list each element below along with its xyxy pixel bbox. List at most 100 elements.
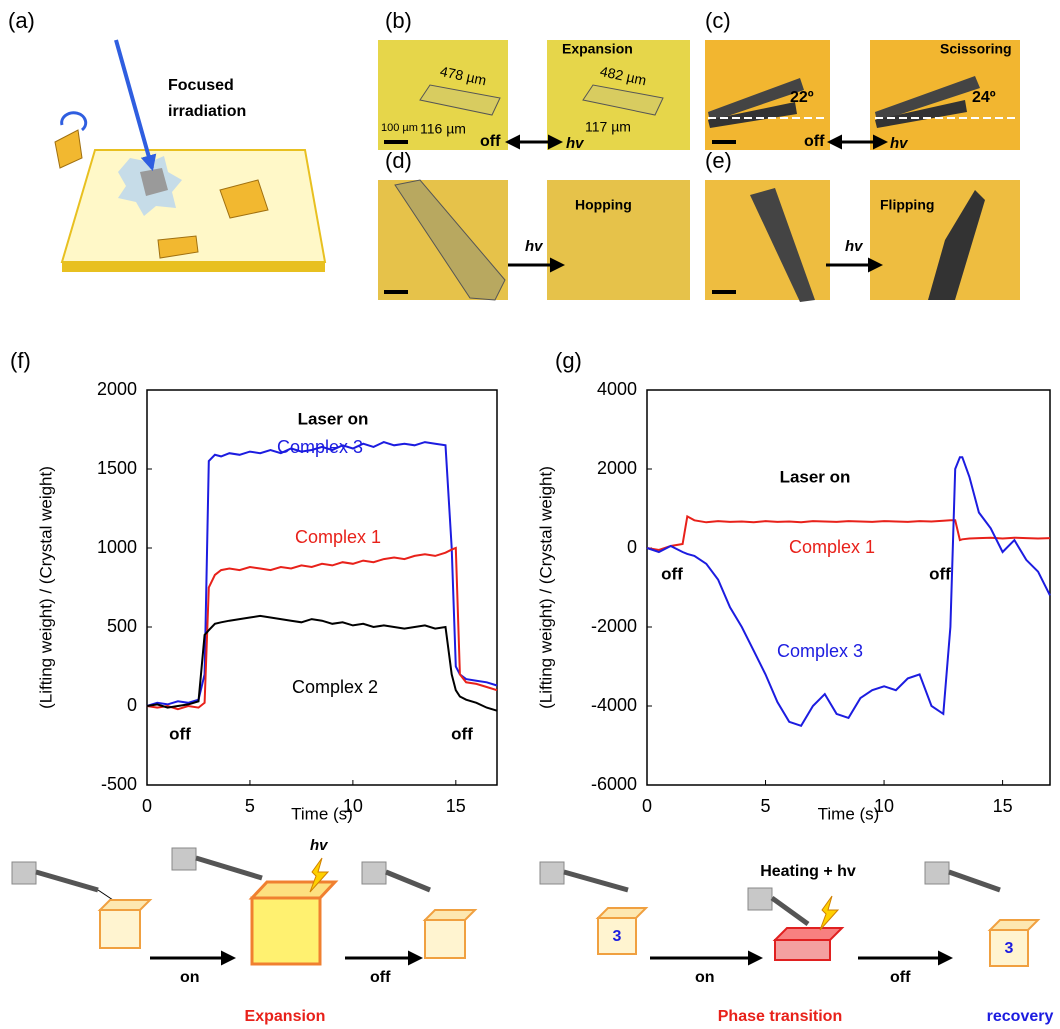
- panel-label: (b): [385, 8, 412, 33]
- panel-label: (g): [555, 348, 582, 373]
- photo-title: Scissoring: [940, 41, 1012, 57]
- series-label: Complex 1: [789, 537, 875, 557]
- annotation: Laser on: [298, 409, 369, 428]
- photo-title: Flipping: [880, 197, 934, 213]
- y-tick-label: 0: [627, 537, 637, 557]
- hv-label: hv: [890, 135, 909, 152]
- device: [12, 862, 36, 884]
- caption: Focused: [168, 77, 234, 94]
- annotation: Laser on: [780, 467, 851, 486]
- panel-label: (c): [705, 8, 731, 33]
- angle: 22º: [790, 89, 814, 106]
- scale-bar: [712, 140, 736, 144]
- annotation: off: [451, 724, 473, 743]
- cube: [425, 920, 465, 958]
- off-label: off: [804, 133, 825, 150]
- device: [925, 862, 949, 884]
- cube: [100, 900, 150, 910]
- caption: Expansion: [245, 1008, 326, 1025]
- off-label: off: [370, 969, 391, 986]
- caption: Phase transition: [718, 1008, 842, 1025]
- device: [362, 862, 386, 884]
- x-tick-label: 15: [446, 796, 466, 816]
- y-tick-label: 0: [127, 695, 137, 715]
- width: 116 µm: [420, 121, 466, 137]
- annotation: off: [169, 724, 191, 743]
- annotation: off: [661, 564, 683, 583]
- panel-e: (e) hv Flipping: [705, 148, 1020, 302]
- y-tick-label: -500: [101, 774, 137, 794]
- device: [748, 888, 772, 910]
- caption: irradiation: [168, 103, 246, 120]
- slab: [775, 940, 830, 960]
- y-tick-label: -6000: [591, 774, 637, 794]
- panel-a: (a) Focused irradiation: [8, 8, 325, 272]
- panel-label: (a): [8, 8, 35, 33]
- scale-bar: [384, 140, 408, 144]
- on-label: on: [180, 969, 200, 986]
- figure: (a) Focused irradiation (b) 478 µm 116 µ…: [0, 0, 1060, 1029]
- cube: [598, 908, 646, 918]
- panel-label: (d): [385, 148, 412, 173]
- photo-title: Expansion: [562, 41, 633, 57]
- annotation: off: [929, 564, 951, 583]
- y-tick-label: 2000: [97, 379, 137, 399]
- slab: [775, 928, 842, 940]
- rod: [949, 872, 1000, 890]
- series-label: Complex 3: [777, 641, 863, 661]
- scheme-1: on hv off Expansion: [12, 837, 475, 1025]
- y-tick-label: -2000: [591, 616, 637, 636]
- x-tick-label: 5: [761, 796, 771, 816]
- rotation-arrow: [62, 113, 86, 130]
- on-label: on: [695, 969, 715, 986]
- x-axis-label: Time (s): [818, 804, 880, 823]
- crystal: [55, 130, 82, 168]
- hv-label: hv: [525, 238, 544, 255]
- scale-bar: [712, 290, 736, 294]
- series-label: Complex 2: [292, 677, 378, 697]
- photo-title: Hopping: [575, 197, 632, 213]
- y-tick-label: 4000: [597, 379, 637, 399]
- panel-c: (c) 22º Scissoring 24º off hv: [705, 8, 1020, 152]
- x-tick-label: 5: [245, 796, 255, 816]
- cube: [425, 910, 475, 920]
- cube: [100, 910, 140, 948]
- hv-label: hv: [566, 135, 585, 152]
- y-axis-label: (Lifting weight) / (Crystal weight): [36, 466, 55, 709]
- series-line: [147, 442, 497, 706]
- cube: [252, 882, 335, 898]
- panel-label: (e): [705, 148, 732, 173]
- panel-label: (f): [10, 348, 31, 373]
- complex-number: 3: [1005, 940, 1014, 957]
- angle: 24º: [972, 89, 996, 106]
- rod: [386, 872, 430, 890]
- complex-number: 3: [613, 928, 622, 945]
- y-tick-label: 1000: [97, 537, 137, 557]
- x-tick-label: 0: [642, 796, 652, 816]
- panel-d: (d) hv Hopping: [378, 148, 690, 300]
- series-label: Complex 3: [277, 437, 363, 457]
- cube: [990, 920, 1038, 930]
- hv-label: hv: [310, 837, 329, 854]
- y-axis-label: (Lifting weight) / (Crystal weight): [536, 466, 555, 709]
- laser-beam: [116, 40, 152, 168]
- lightning: [820, 896, 838, 930]
- plate-edge: [62, 262, 325, 272]
- off-label: off: [890, 969, 911, 986]
- y-tick-label: 1500: [97, 458, 137, 478]
- hv-label: hv: [845, 238, 864, 255]
- plot-frame: [647, 390, 1050, 785]
- y-tick-label: 2000: [597, 458, 637, 478]
- series-label: Complex 1: [295, 527, 381, 547]
- series-line: [647, 457, 1050, 726]
- x-axis-label: Time (s): [291, 804, 353, 823]
- scheme-2: 3 on Heating + hv off 3 Phase transition…: [540, 862, 1053, 1025]
- rod: [36, 872, 98, 890]
- scale-bar-label: 100 µm: [381, 122, 418, 134]
- y-tick-label: 500: [107, 616, 137, 636]
- rod: [564, 872, 628, 890]
- device: [172, 848, 196, 870]
- panel-b: (b) 478 µm 116 µm 100 µm Expansion 482 µ…: [378, 8, 690, 152]
- scale-bar: [384, 290, 408, 294]
- rod: [772, 898, 808, 924]
